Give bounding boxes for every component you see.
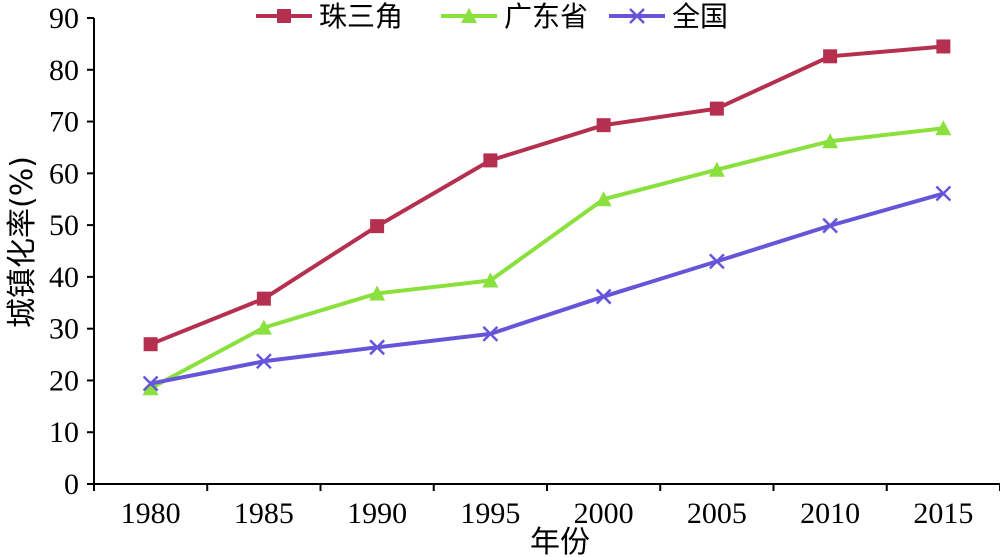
x-axis-title: 年份 bbox=[530, 525, 590, 557]
y-tick-label: 90 bbox=[49, 2, 79, 35]
data-point bbox=[143, 337, 158, 352]
x-tick-label: 1990 bbox=[347, 497, 407, 530]
data-point bbox=[483, 153, 498, 168]
data-point bbox=[822, 217, 839, 234]
y-tick-label: 10 bbox=[49, 416, 79, 449]
data-point bbox=[482, 272, 499, 288]
series-2 bbox=[142, 120, 952, 396]
data-point bbox=[595, 288, 612, 305]
y-tick-label: 80 bbox=[49, 54, 79, 87]
legend-item-2: 广东省 bbox=[441, 0, 588, 33]
y-tick-label: 20 bbox=[49, 364, 79, 397]
data-point bbox=[142, 380, 159, 396]
data-point bbox=[823, 49, 838, 64]
x-tick-label: 1985 bbox=[234, 497, 294, 530]
series-1 bbox=[143, 39, 951, 352]
data-point bbox=[709, 101, 724, 116]
data-point bbox=[255, 353, 272, 370]
legend: 珠三角 广东省 全国 bbox=[256, 0, 728, 33]
legend-label: 广东省 bbox=[504, 0, 588, 33]
data-point bbox=[142, 375, 159, 392]
x-tick-label: 2015 bbox=[913, 497, 973, 530]
x-tick-label: 1995 bbox=[460, 497, 520, 530]
legend-marker bbox=[629, 8, 645, 24]
data-point bbox=[935, 185, 952, 202]
x-tick-label: 2010 bbox=[800, 497, 860, 530]
series-line bbox=[150, 191, 944, 386]
data-point bbox=[596, 118, 611, 133]
y-tick-label: 60 bbox=[49, 157, 79, 190]
series-line bbox=[149, 44, 944, 347]
axes: 0 10 20 30 40 50 60 70 80 90 1980 1985 1990 1995 2000 2… bbox=[49, 2, 1000, 530]
x-tick-label: 1980 bbox=[121, 497, 181, 530]
data-point bbox=[708, 253, 725, 270]
data-point bbox=[256, 291, 271, 306]
series-line bbox=[149, 126, 944, 390]
legend-label: 珠三角 bbox=[319, 0, 403, 33]
series-layer bbox=[142, 39, 952, 396]
series-3 bbox=[142, 185, 952, 392]
x-tick-label: 2000 bbox=[574, 497, 634, 530]
data-point bbox=[936, 39, 951, 54]
y-axis-title: 城镇化率(%) bbox=[5, 156, 40, 328]
legend-marker bbox=[461, 8, 477, 23]
data-point bbox=[482, 325, 499, 342]
y-tick-label: 0 bbox=[64, 468, 79, 501]
data-point bbox=[595, 191, 612, 207]
legend-label: 全国 bbox=[672, 0, 728, 33]
data-point bbox=[369, 285, 386, 301]
x-tick-label: 2005 bbox=[687, 497, 747, 530]
data-point bbox=[708, 161, 725, 177]
data-point bbox=[370, 219, 385, 234]
y-tick-label: 30 bbox=[49, 313, 79, 346]
y-tick-label: 50 bbox=[49, 209, 79, 242]
legend-item-3: 全国 bbox=[609, 0, 728, 33]
y-tick-label: 40 bbox=[49, 261, 79, 294]
legend-item-1: 珠三角 bbox=[256, 0, 403, 33]
data-point bbox=[822, 133, 839, 149]
data-point bbox=[935, 120, 952, 136]
data-point bbox=[255, 319, 272, 335]
legend-marker bbox=[277, 9, 291, 23]
y-tick-label: 70 bbox=[49, 106, 79, 139]
data-point bbox=[369, 339, 386, 356]
